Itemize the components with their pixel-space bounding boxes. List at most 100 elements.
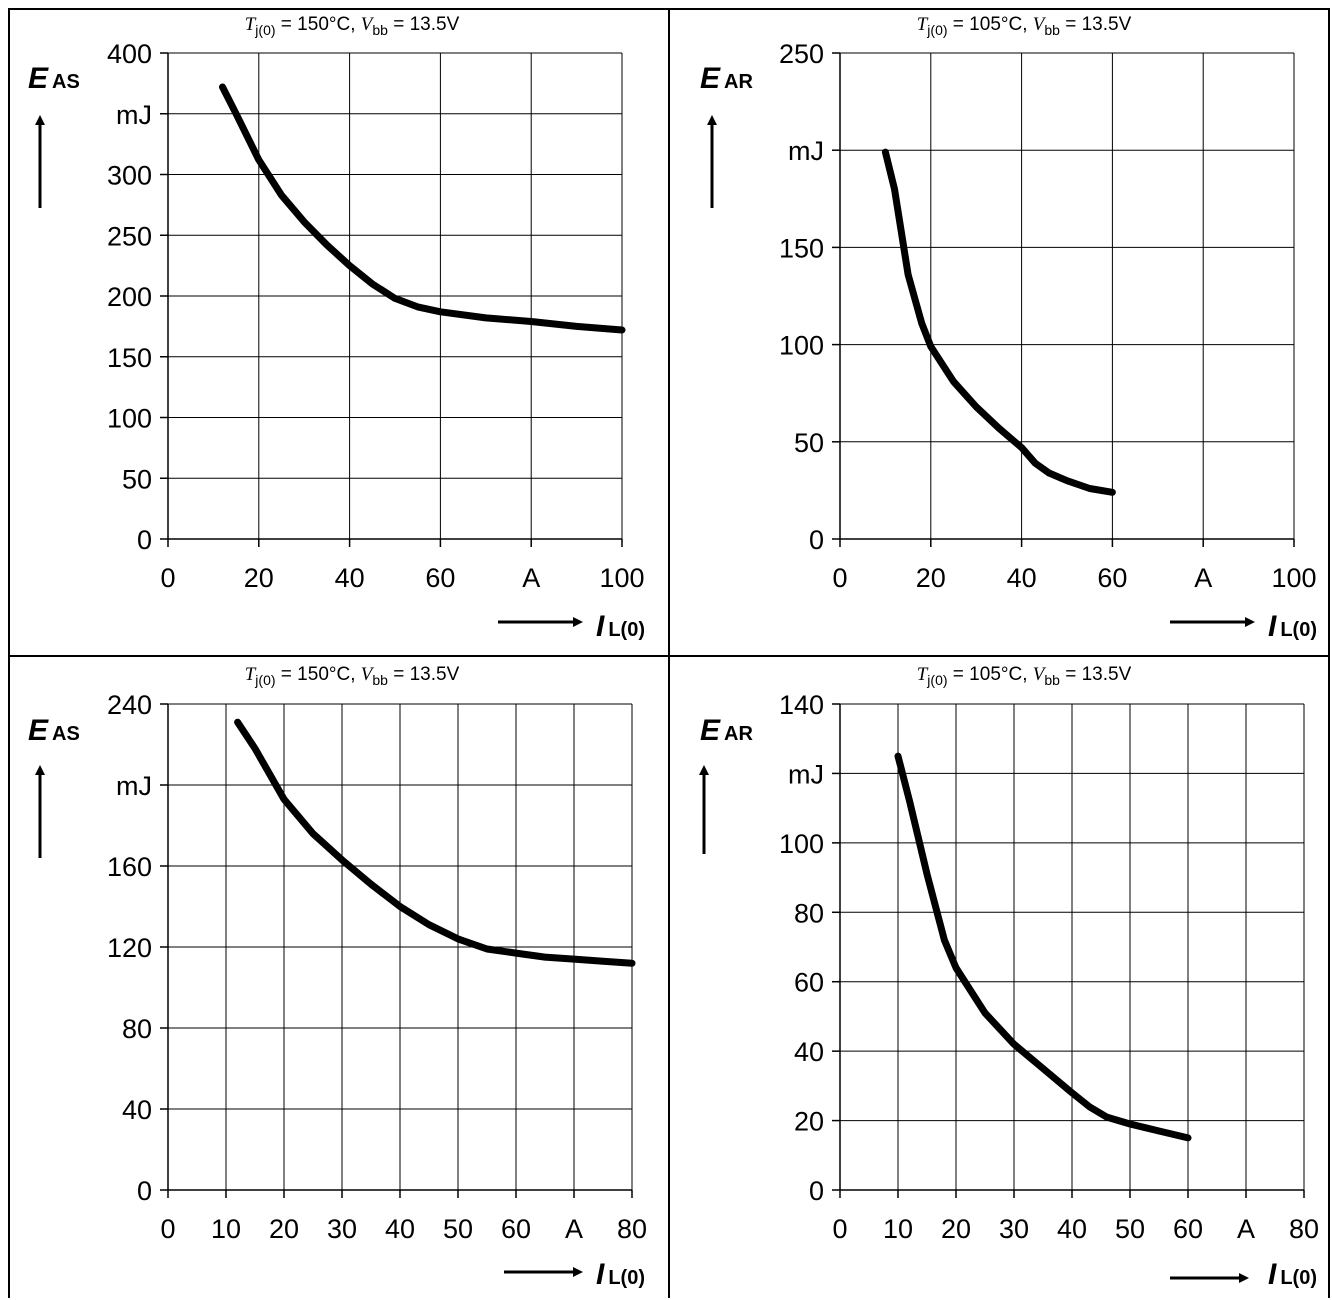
y-tick-label: mJ: [116, 100, 152, 130]
x-tick-label: 100: [599, 563, 644, 593]
x-tick-label: 60: [1097, 563, 1127, 593]
y-tick-label: 240: [107, 690, 152, 720]
y-tick-label: 400: [107, 39, 152, 69]
y-tick-label: mJ: [788, 759, 824, 789]
x-tick-label: 0: [832, 563, 847, 593]
voltage-symbol: V: [361, 14, 375, 35]
chart-condition-title: Tj(0) = 105°C, Vbb = 13.5V: [917, 14, 1132, 38]
x-tick-label: 30: [327, 1214, 357, 1244]
x-tick-label: A: [565, 1214, 583, 1244]
y-tick-label: 160: [107, 852, 152, 882]
x-axis-subscript: L(0): [1280, 1267, 1317, 1289]
y-axis-label: E AS: [28, 62, 80, 95]
voltage-symbol: V: [1033, 664, 1047, 685]
y-tick-label: 80: [122, 1014, 152, 1044]
voltage-value: = 13.5V: [388, 664, 460, 685]
y-tick-label: 150: [779, 233, 824, 263]
frame-vertical-divider: [668, 8, 670, 1298]
y-tick-label: 40: [794, 1037, 824, 1067]
chart-condition-title: Tj(0) = 150°C, Vbb = 13.5V: [245, 664, 460, 688]
y-tick-label: 0: [137, 525, 152, 555]
voltage-subscript: bb: [372, 672, 388, 688]
x-axis-subscript: L(0): [608, 619, 645, 641]
temp-subscript: j(0): [254, 672, 275, 688]
x-tick-label: 50: [1115, 1214, 1145, 1244]
x-axis-symbol: I: [1268, 610, 1277, 643]
x-tick-label: 10: [211, 1214, 241, 1244]
voltage-symbol: V: [1033, 14, 1047, 35]
y-tick-label: 140: [779, 690, 824, 720]
voltage-subscript: bb: [1044, 672, 1060, 688]
x-tick-label: A: [522, 563, 540, 593]
x-tick-label: 60: [425, 563, 455, 593]
data-curve: [234, 718, 636, 967]
temp-symbol: T: [245, 14, 257, 35]
y-tick-label: 0: [137, 1176, 152, 1206]
y-axis-label: E AR: [700, 62, 753, 95]
data-curve: [881, 148, 1116, 496]
x-tick-label: 40: [1057, 1214, 1087, 1244]
y-tick-label: 120: [107, 933, 152, 963]
y-axis-symbol: E: [28, 62, 49, 95]
x-tick-label: 40: [1007, 563, 1037, 593]
y-tick-label: mJ: [116, 771, 152, 801]
x-tick-label: 80: [1289, 1214, 1319, 1244]
frame-right-border: [1328, 8, 1330, 1298]
temp-symbol: T: [917, 14, 929, 35]
x-tick-label: 60: [1173, 1214, 1203, 1244]
y-tick-label: 250: [779, 39, 824, 69]
voltage-subscript: bb: [1044, 22, 1060, 38]
temp-value: = 150°C,: [276, 14, 361, 35]
x-axis-symbol: I: [596, 1258, 605, 1291]
temp-subscript: j(0): [926, 672, 947, 688]
voltage-value: = 13.5V: [1060, 14, 1132, 35]
y-tick-label: 150: [107, 343, 152, 373]
y-tick-label: 250: [107, 221, 152, 251]
y-tick-label: 50: [122, 464, 152, 494]
x-tick-label: 0: [832, 1214, 847, 1244]
chart-condition-title: Tj(0) = 150°C, Vbb = 13.5V: [245, 14, 460, 38]
y-axis-subscript: AS: [52, 723, 80, 745]
y-axis-label: E AR: [700, 714, 753, 747]
x-tick-label: 100: [1271, 563, 1316, 593]
x-tick-label: 20: [244, 563, 274, 593]
voltage-value: = 13.5V: [388, 14, 460, 35]
y-tick-label: 300: [107, 161, 152, 191]
x-axis-subscript: L(0): [1280, 619, 1317, 641]
y-axis-symbol: E: [28, 714, 49, 747]
y-tick-label: 40: [122, 1095, 152, 1125]
x-axis-symbol: I: [1268, 1258, 1277, 1291]
x-tick-label: 20: [941, 1214, 971, 1244]
temp-subscript: j(0): [926, 22, 947, 38]
y-axis-symbol: E: [700, 714, 721, 747]
x-tick-label: 40: [385, 1214, 415, 1244]
x-tick-label: A: [1237, 1214, 1255, 1244]
frame-horizontal-divider: [8, 655, 1330, 657]
x-axis-label: I L(0): [1268, 610, 1317, 643]
temp-value: = 105°C,: [948, 664, 1033, 685]
voltage-subscript: bb: [372, 22, 388, 38]
x-tick-label: 20: [916, 563, 946, 593]
chart-condition-title: Tj(0) = 105°C, Vbb = 13.5V: [917, 664, 1132, 688]
x-axis-symbol: I: [596, 610, 605, 643]
y-tick-label: 60: [794, 968, 824, 998]
x-tick-label: 0: [160, 1214, 175, 1244]
voltage-value: = 13.5V: [1060, 664, 1132, 685]
temp-value: = 105°C,: [948, 14, 1033, 35]
voltage-symbol: V: [361, 664, 375, 685]
x-tick-label: 0: [160, 563, 175, 593]
x-axis-label: I L(0): [1268, 1258, 1317, 1291]
temp-value: = 150°C,: [276, 664, 361, 685]
y-tick-label: 100: [779, 331, 824, 361]
x-axis-label: I L(0): [596, 610, 645, 643]
x-tick-label: 20: [269, 1214, 299, 1244]
y-tick-label: 80: [794, 898, 824, 928]
y-axis-subscript: AR: [724, 71, 753, 93]
x-tick-label: 50: [443, 1214, 473, 1244]
x-tick-label: 30: [999, 1214, 1029, 1244]
frame-left-border: [8, 8, 10, 1298]
y-axis-label: E AS: [28, 714, 80, 747]
x-axis-subscript: L(0): [608, 1267, 645, 1289]
